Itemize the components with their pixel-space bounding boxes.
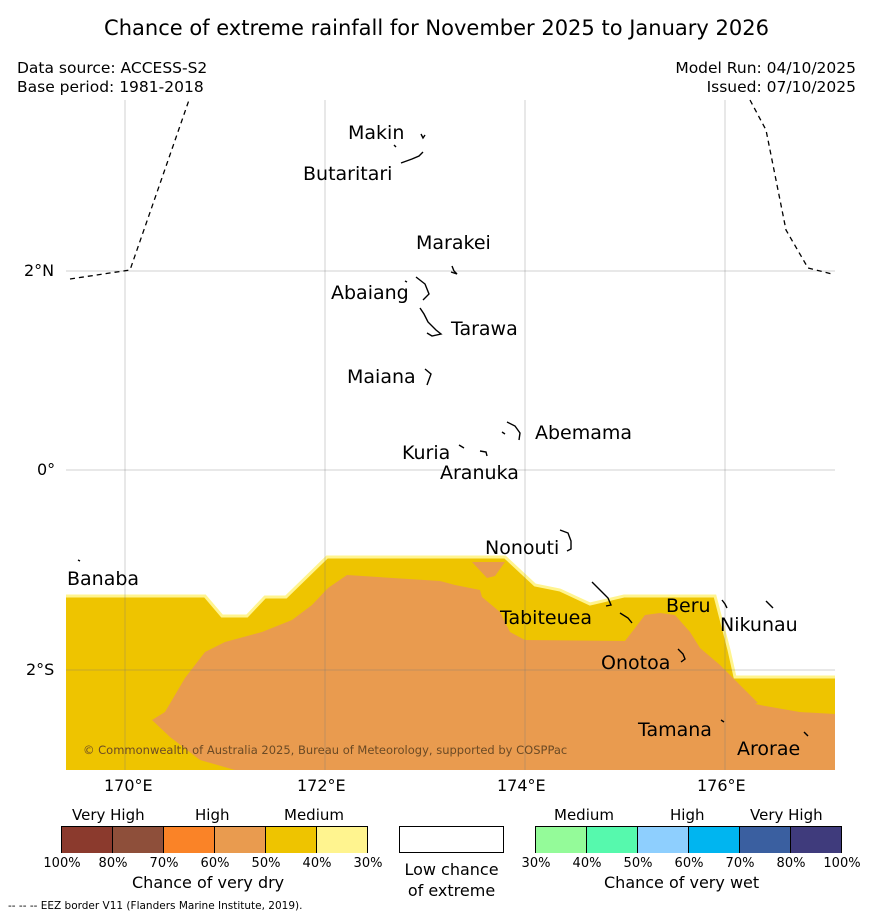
wet-colorbar-segment <box>791 827 841 853</box>
island-label-aranuka: Aranuka <box>440 462 519 484</box>
dry-category-high: High <box>195 806 230 824</box>
eez-footnote: -- -- -- EEZ border V11 (Flanders Marine… <box>8 900 303 912</box>
lon-label-172: 172°E <box>297 776 346 795</box>
island-label-marakei: Marakei <box>416 232 491 254</box>
island-label-nikunau: Nikunau <box>720 614 798 636</box>
island-label-maiana: Maiana <box>347 366 416 388</box>
dry-colorbar-segment <box>215 827 266 853</box>
island-label-beru: Beru <box>666 595 711 617</box>
map-area: Makin Butaritari Marakei Abaiang Tarawa … <box>66 99 835 770</box>
wet-colorbar-label: Chance of very wet <box>604 873 760 892</box>
dry-low-edge <box>66 555 835 679</box>
lat-label-2s: 2°S <box>26 660 55 679</box>
island-label-makin: Makin <box>348 122 404 144</box>
island-label-tarawa: Tarawa <box>450 318 518 340</box>
data-source: Data source: ACCESS-S2 <box>17 59 208 77</box>
lon-label-176: 176°E <box>697 776 746 795</box>
lon-label-174: 174°E <box>497 776 546 795</box>
wet-colorbar <box>535 826 842 853</box>
island-label-onotoa: Onotoa <box>601 652 670 674</box>
wet-colorbar-segment <box>638 827 689 853</box>
dry-tick-label: 50% <box>251 856 281 871</box>
neutral-color-box <box>399 826 504 853</box>
island-label-tabiteuea: Tabiteuea <box>499 607 592 629</box>
island-label-butaritari: Butaritari <box>303 163 392 185</box>
wet-tick-label: 60% <box>674 856 704 871</box>
wet-tick-label: 30% <box>521 856 551 871</box>
issued-date: Issued: 07/10/2025 <box>706 78 856 96</box>
dry-high-lower-right <box>755 686 835 713</box>
eez-border <box>69 99 833 280</box>
dry-high-region <box>152 575 835 770</box>
metadata-left: Data source: ACCESS-S2 Base period: 1981… <box>17 59 207 97</box>
dry-colorbar-segment <box>266 827 317 853</box>
wet-colorbar-segment <box>587 827 638 853</box>
island-label-abaiang: Abaiang <box>331 282 409 304</box>
base-period: Base period: 1981-2018 <box>17 78 204 96</box>
neutral-label-line2: of extreme <box>407 881 496 900</box>
model-run: Model Run: 04/10/2025 <box>675 59 856 77</box>
island-label-tamana: Tamana <box>637 719 712 741</box>
dry-colorbar-label: Chance of very dry <box>132 873 285 892</box>
dry-tick-label: 40% <box>302 856 332 871</box>
island-label-banaba: Banaba <box>67 568 139 590</box>
neutral-label: Low chance of extreme <box>400 859 503 901</box>
wet-colorbar-segment <box>689 827 740 853</box>
dry-high-patch <box>472 562 505 578</box>
wet-colorbar-segment <box>740 827 791 853</box>
dry-category-medium: Medium <box>284 806 344 824</box>
island-label-arorae: Arorae <box>737 738 800 760</box>
wet-tick-label: 70% <box>725 856 755 871</box>
dry-colorbar-segment <box>113 827 164 853</box>
wet-category-very-high: Very High <box>750 806 823 824</box>
graticule <box>66 100 835 770</box>
dry-colorbar-segment <box>62 827 113 853</box>
wet-tick-label: 80% <box>776 856 806 871</box>
dry-tick-label: 100% <box>43 856 81 871</box>
wet-tick-label: 100% <box>823 856 861 871</box>
wet-colorbar-segment <box>536 827 587 853</box>
island-label-nonouti: Nonouti <box>485 537 559 559</box>
dry-colorbar-segment <box>164 827 215 853</box>
dry-category-very-high: Very High <box>72 806 145 824</box>
dry-colorbar <box>61 826 368 853</box>
wet-tick-label: 50% <box>623 856 653 871</box>
island-labels: Makin Butaritari Marakei Abaiang Tarawa … <box>67 122 800 760</box>
copyright-notice: © Commonwealth of Australia 2025, Bureau… <box>83 743 567 757</box>
dry-tick-label: 30% <box>353 856 383 871</box>
metadata-right: Model Run: 04/10/2025 Issued: 07/10/2025 <box>675 59 856 97</box>
wet-category-medium: Medium <box>554 806 614 824</box>
lat-label-0: 0° <box>37 460 56 479</box>
island-label-abemama: Abemama <box>535 422 632 444</box>
wet-category-high: High <box>670 806 705 824</box>
neutral-label-line1: Low chance <box>404 860 499 879</box>
island-outlines <box>77 133 809 737</box>
dry-tick-label: 60% <box>200 856 230 871</box>
dry-tick-label: 70% <box>149 856 179 871</box>
dry-colorbar-segment <box>317 827 367 853</box>
lon-label-170: 170°E <box>104 776 153 795</box>
lat-label-2n: 2°N <box>24 261 55 280</box>
map-title: Chance of extreme rainfall for November … <box>104 16 769 40</box>
island-label-kuria: Kuria <box>402 442 450 464</box>
dry-tick-label: 80% <box>98 856 128 871</box>
wet-tick-label: 40% <box>572 856 602 871</box>
